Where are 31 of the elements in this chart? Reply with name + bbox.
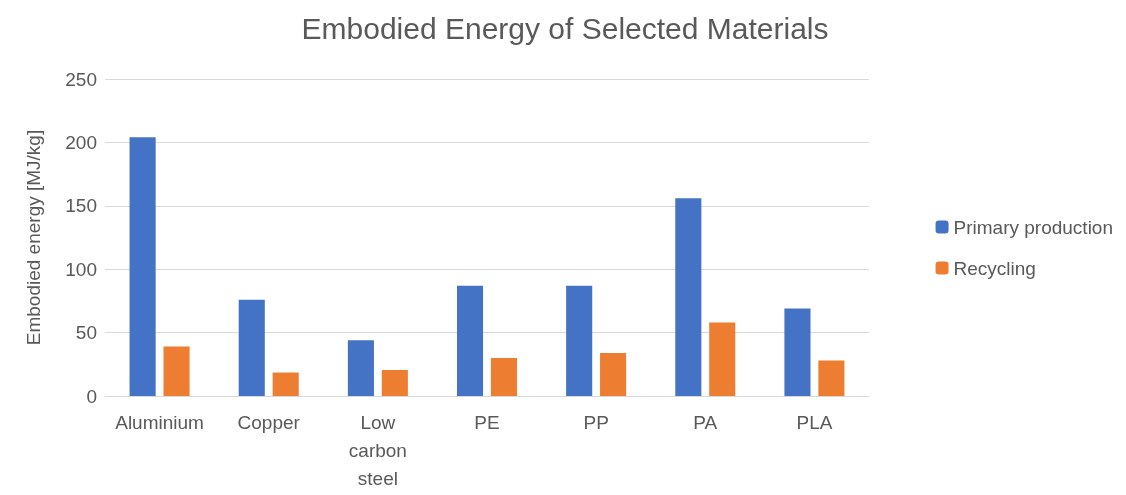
- bar: [566, 285, 593, 396]
- bar: [600, 352, 627, 396]
- x-tick-label: PA: [693, 411, 718, 433]
- bar: [272, 372, 299, 396]
- y-tick-label: 100: [65, 258, 97, 280]
- y-tick-label: 150: [65, 195, 97, 217]
- bar: [784, 308, 811, 396]
- legend-label: Recycling: [953, 257, 1036, 279]
- bar: [709, 322, 736, 396]
- bar: [456, 285, 484, 396]
- y-tick-label: 50: [75, 322, 97, 344]
- y-tick-label: 200: [65, 131, 97, 153]
- bar: [347, 340, 374, 396]
- chart-title: Embodied Energy of Selected Materials: [301, 11, 829, 45]
- y-tick-label: 250: [65, 68, 97, 90]
- bar: [129, 137, 156, 396]
- y-axis-title: Embodied energy [MJ/kg]: [23, 129, 44, 346]
- x-tick-label: Copper: [237, 411, 301, 433]
- bar: [238, 299, 265, 396]
- bar: [818, 360, 845, 396]
- legend-label: Primary production: [953, 216, 1113, 238]
- x-tick-label: Low carbon steel: [348, 411, 407, 489]
- y-tick-label: 0: [86, 385, 97, 407]
- x-tick-label: PP: [583, 411, 609, 433]
- x-tick-label: PLA: [796, 411, 833, 433]
- bar: [163, 346, 190, 396]
- bar: [675, 198, 702, 396]
- bar: [381, 370, 408, 396]
- x-tick-label: PE: [474, 411, 500, 433]
- x-tick-label: Aluminium: [115, 411, 204, 433]
- bar: [490, 357, 518, 396]
